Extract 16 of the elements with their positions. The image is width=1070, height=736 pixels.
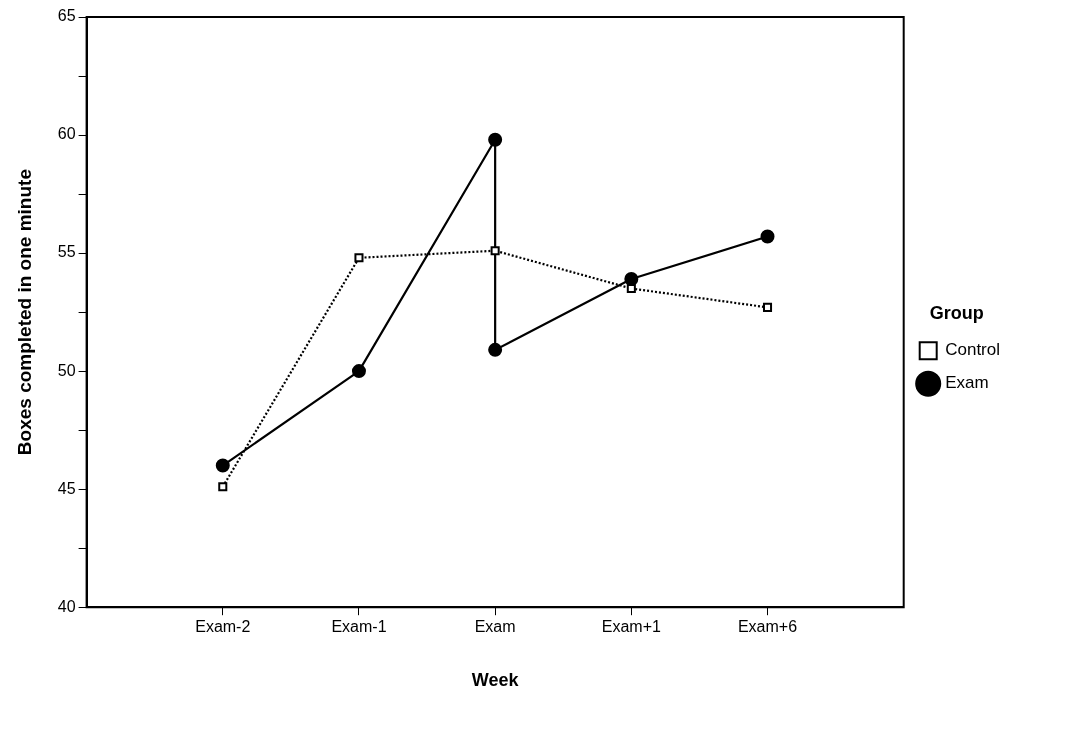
- y-axis-title: Boxes completed in one minute: [13, 169, 35, 456]
- y-tick-label: 40: [57, 597, 76, 615]
- y-tick-label: 45: [57, 479, 76, 497]
- y-tick-label: 65: [57, 7, 76, 25]
- x-tick-label: Exam+1: [601, 618, 661, 636]
- x-tick-label: Exam-2: [195, 618, 251, 636]
- y-tick-label: 60: [57, 125, 76, 143]
- x-tick-label: Exam: [474, 618, 516, 636]
- legend-label: Control: [945, 340, 1001, 360]
- x-tick-label: Exam-1: [331, 618, 387, 636]
- x-axis-title: Week: [471, 670, 520, 691]
- x-tick-label: Exam+6: [737, 618, 798, 636]
- y-tick-label: 55: [57, 243, 76, 261]
- legend-title: Group: [929, 302, 984, 323]
- y-tick-label: 50: [57, 361, 76, 379]
- legend-label: Exam: [945, 373, 989, 393]
